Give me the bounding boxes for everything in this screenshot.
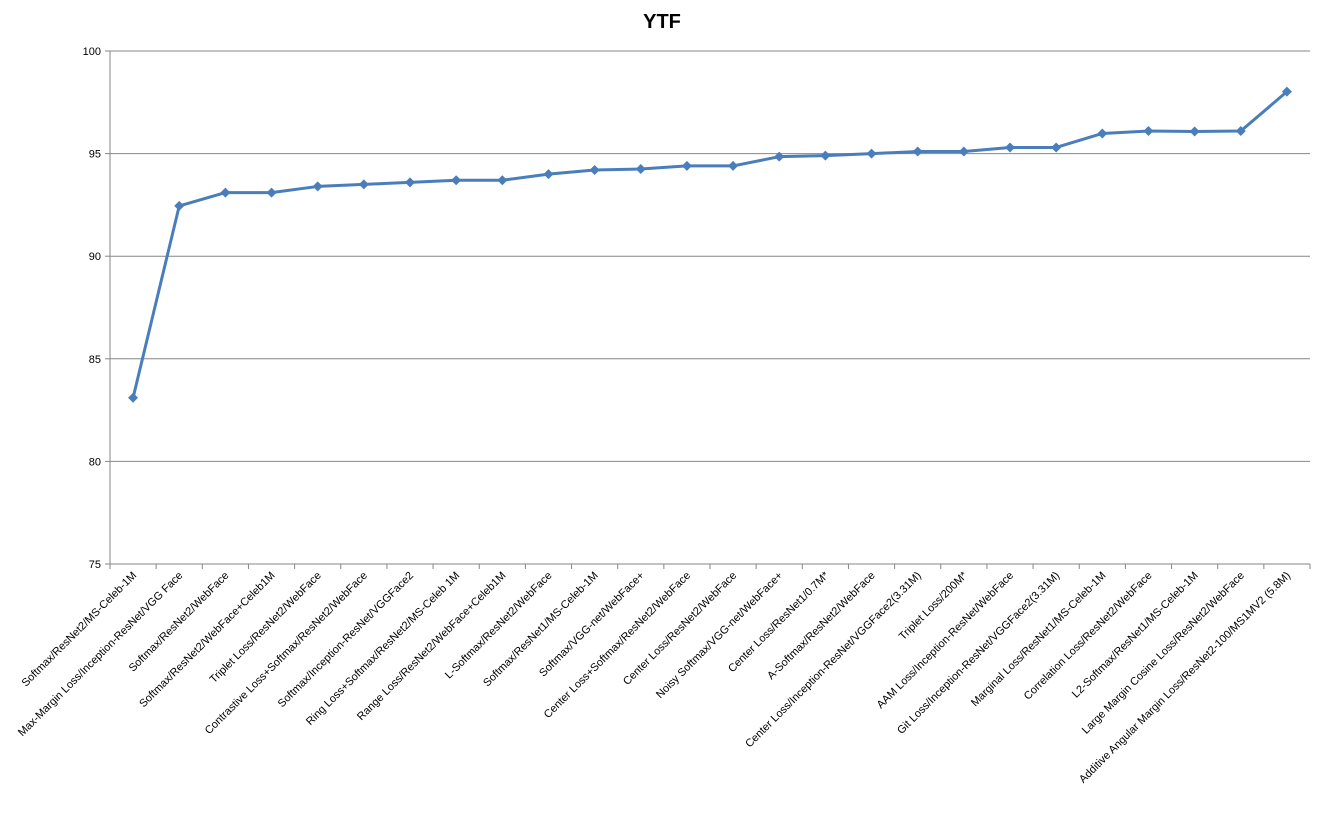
x-tick-label: Additive Angular Margin Loss/ResNet2-100… xyxy=(1077,570,1293,786)
data-point xyxy=(358,179,369,190)
x-tick-label: Max-Margin Loss/Inception-ResNet/VGG Fac… xyxy=(16,570,185,739)
data-point xyxy=(820,150,831,161)
y-tick-label: 75 xyxy=(89,559,101,571)
data-point xyxy=(1281,86,1292,97)
data-point xyxy=(958,146,969,157)
data-point xyxy=(866,148,877,159)
x-tick-label: Center Loss/Inception-ResNet/VGGFace2(3.… xyxy=(743,570,924,751)
data-point xyxy=(728,160,739,171)
data-point xyxy=(543,169,554,180)
data-point xyxy=(635,163,646,174)
data-point xyxy=(774,151,785,162)
series xyxy=(128,86,1292,403)
data-point xyxy=(1143,126,1154,137)
data-point xyxy=(912,146,923,157)
y-tick-label: 100 xyxy=(83,46,101,58)
data-point xyxy=(312,181,323,192)
x-tick-label: Large Margin Cosine Loss/ResNet2/WebFace xyxy=(1080,570,1247,737)
data-point xyxy=(589,165,600,176)
data-point xyxy=(1189,126,1200,137)
data-point xyxy=(681,160,692,171)
data-point xyxy=(405,177,415,188)
series-line xyxy=(131,90,1289,400)
data-point xyxy=(220,187,231,198)
data-point xyxy=(1235,126,1246,137)
x-tick-label: Git Loss/Inception-ResNet/VGGFace2(3.31M… xyxy=(895,570,1062,737)
grid-lines xyxy=(110,50,1310,565)
y-tick-label: 90 xyxy=(89,251,101,263)
data-point xyxy=(128,392,139,403)
axes xyxy=(105,50,1311,569)
data-point xyxy=(1097,128,1108,139)
y-axis-tick-labels: 75 80 85 90 95 100 xyxy=(83,46,101,571)
y-tick-label: 80 xyxy=(89,456,101,468)
data-point xyxy=(174,200,185,211)
data-point xyxy=(1005,142,1015,153)
data-point xyxy=(497,175,508,186)
y-tick-label: 95 xyxy=(89,149,101,161)
data-point xyxy=(1051,142,1062,153)
x-tick-label: Contrastive Loss+Softmax/ResNet2/WebFace xyxy=(203,570,370,737)
y-tick-label: 85 xyxy=(89,354,101,366)
data-point xyxy=(266,187,277,198)
data-point xyxy=(451,175,462,186)
chart-title: YTF xyxy=(643,11,681,33)
